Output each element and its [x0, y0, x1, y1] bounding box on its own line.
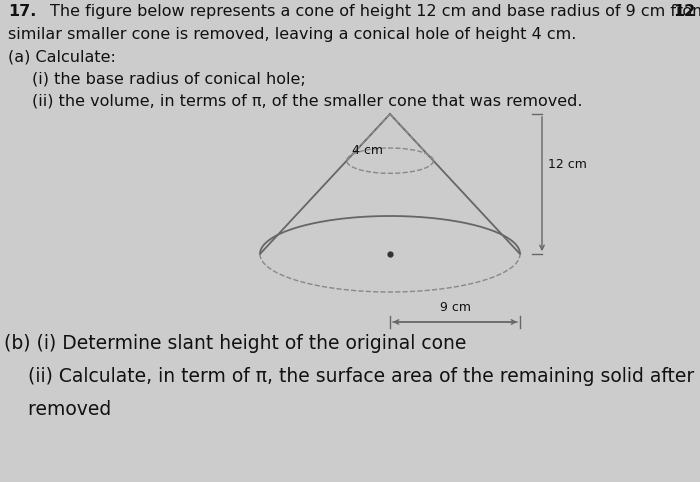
Text: 12: 12 — [673, 4, 695, 19]
Text: 9 cm: 9 cm — [440, 301, 470, 314]
Text: 4 cm: 4 cm — [352, 144, 383, 157]
Text: The figure below represents a cone of height 12 cm and base radius of 9 cm from: The figure below represents a cone of he… — [50, 4, 700, 19]
Text: similar smaller cone is removed, leaving a conical hole of height 4 cm.: similar smaller cone is removed, leaving… — [8, 27, 576, 42]
Text: (ii) the volume, in terms of π, of the smaller cone that was removed.: (ii) the volume, in terms of π, of the s… — [32, 94, 582, 109]
Text: 17.: 17. — [8, 4, 36, 19]
Text: 12 cm: 12 cm — [548, 158, 587, 171]
Text: (b) (i) Determine slant height of the original cone: (b) (i) Determine slant height of the or… — [4, 334, 466, 353]
Text: (ii) Calculate, in term of π, the surface area of the remaining solid after: (ii) Calculate, in term of π, the surfac… — [4, 367, 694, 386]
Text: (i) the base radius of conical hole;: (i) the base radius of conical hole; — [32, 72, 306, 87]
Text: removed: removed — [4, 400, 111, 419]
Text: (a) Calculate:: (a) Calculate: — [8, 50, 116, 65]
